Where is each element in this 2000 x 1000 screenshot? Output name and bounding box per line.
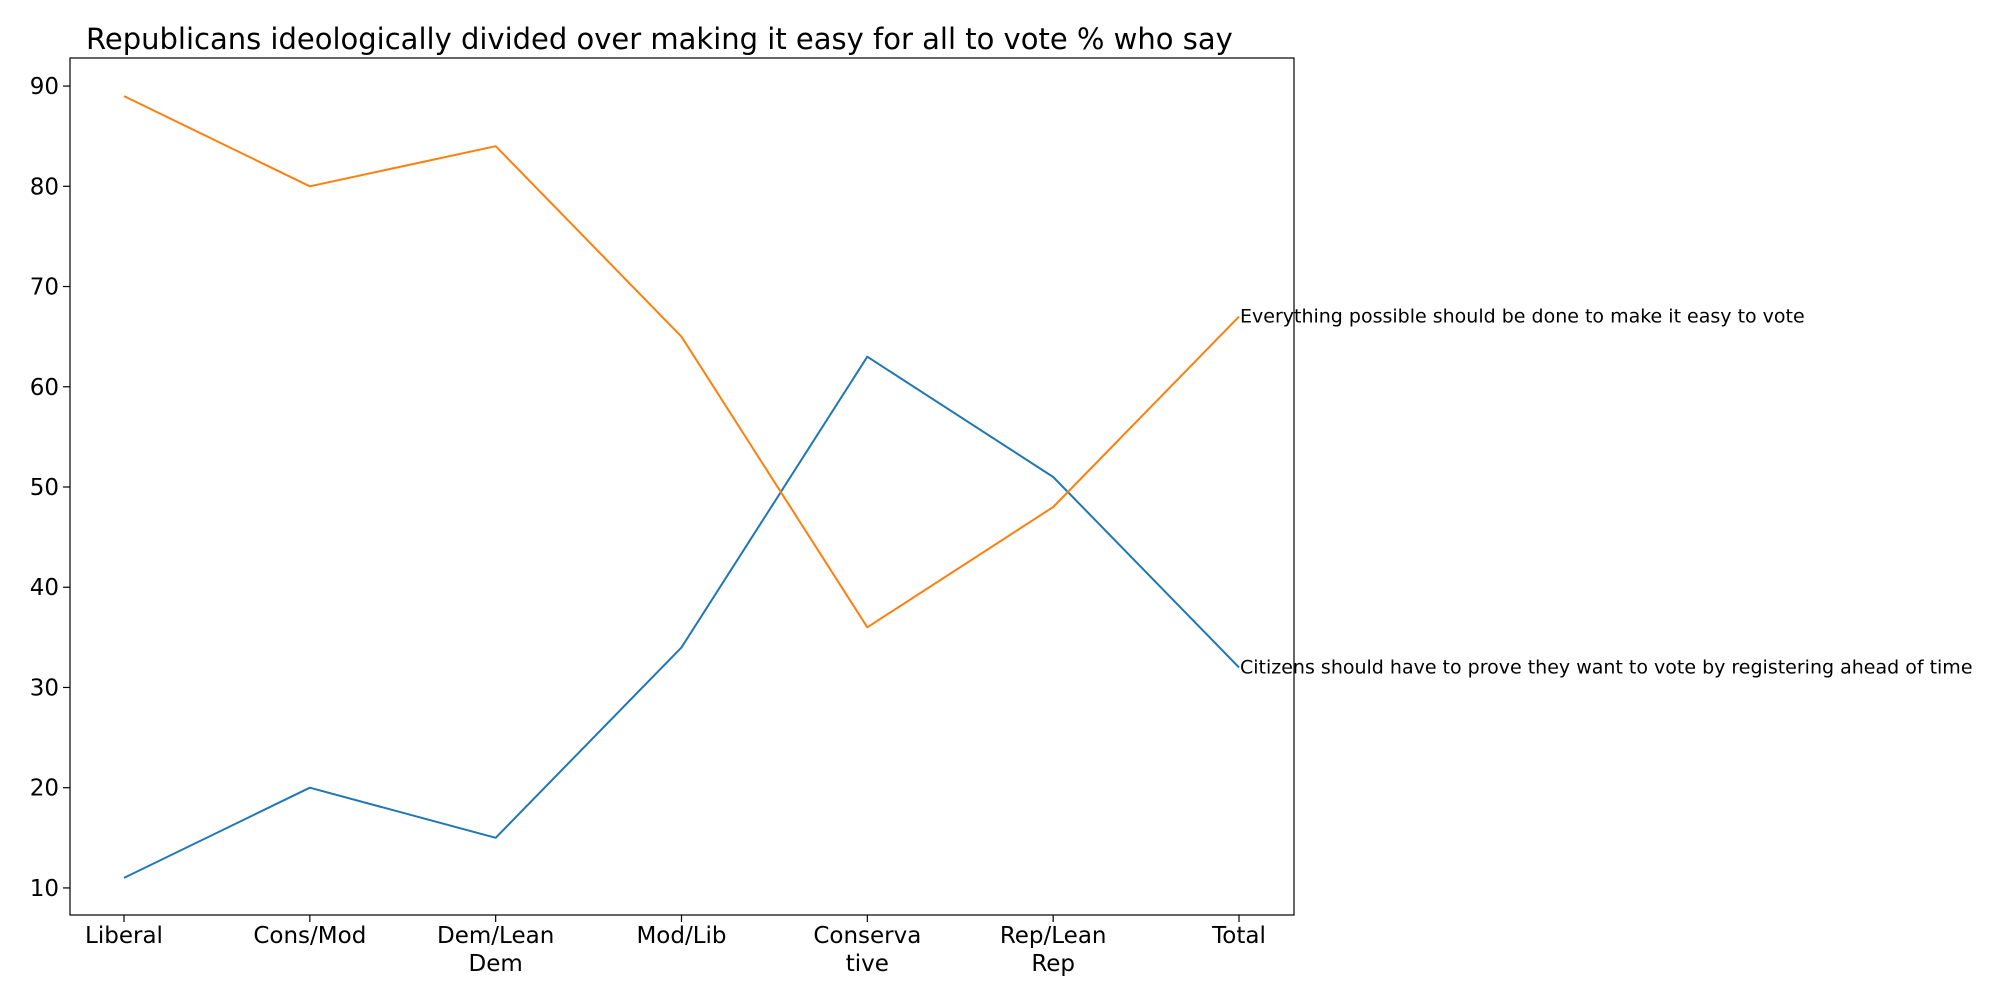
y-tick-label: 40 — [30, 575, 59, 601]
x-tick-label-line: Rep/Lean — [1000, 923, 1107, 949]
x-tick-label: Rep/Lean Rep — [1000, 923, 1107, 977]
x-tick-label-line: Dem — [469, 951, 523, 977]
plot-frame — [70, 58, 1294, 915]
series-layer — [124, 96, 1239, 878]
x-tick-label: Mod/Lib — [636, 923, 726, 949]
x-axis: Liberal Cons/Mod Dem/Lean Dem Mod/Lib Conserv… — [85, 915, 1266, 977]
series-label-1: Citizens should have to prove they want … — [1240, 656, 1973, 678]
series-label-layer: Citizens should have to prove they want … — [1240, 306, 1973, 679]
y-tick-label: 30 — [30, 675, 59, 701]
y-tick-label: 70 — [30, 275, 59, 301]
x-tick-label: Liberal — [85, 923, 163, 949]
y-axis: 10 20 30 40 50 60 70 80 90 — [30, 74, 70, 902]
x-tick-label-line: Liberal — [85, 923, 163, 949]
x-tick-label-line: Cons/Mod — [253, 923, 366, 949]
x-tick-label-line: Total — [1211, 923, 1266, 949]
y-tick-label: 10 — [30, 876, 59, 902]
x-tick-label: Dem/Lean Dem — [437, 923, 554, 977]
y-tick-label: 80 — [30, 174, 59, 200]
series-line-2 — [124, 96, 1239, 627]
x-tick-label-line: Rep — [1031, 951, 1075, 977]
x-tick-label-line: tive — [846, 951, 889, 977]
x-tick-label-line: Mod/Lib — [636, 923, 726, 949]
y-tick-label: 20 — [30, 776, 59, 802]
series-label-2: Everything possible should be done to ma… — [1240, 306, 1805, 328]
x-tick-label-line: Conserva — [813, 923, 921, 949]
chart-title: Republicans ideologically divided over m… — [86, 22, 1233, 56]
x-tick-label-line: Dem/Lean — [437, 923, 554, 949]
x-tick-label: Total — [1211, 923, 1266, 949]
x-tick-label: Conserva tive — [813, 923, 921, 977]
y-tick-label: 50 — [30, 475, 59, 501]
y-tick-label: 90 — [30, 74, 59, 100]
x-tick-label: Cons/Mod — [253, 923, 366, 949]
y-tick-label: 60 — [30, 375, 59, 401]
series-line-1 — [124, 357, 1239, 878]
